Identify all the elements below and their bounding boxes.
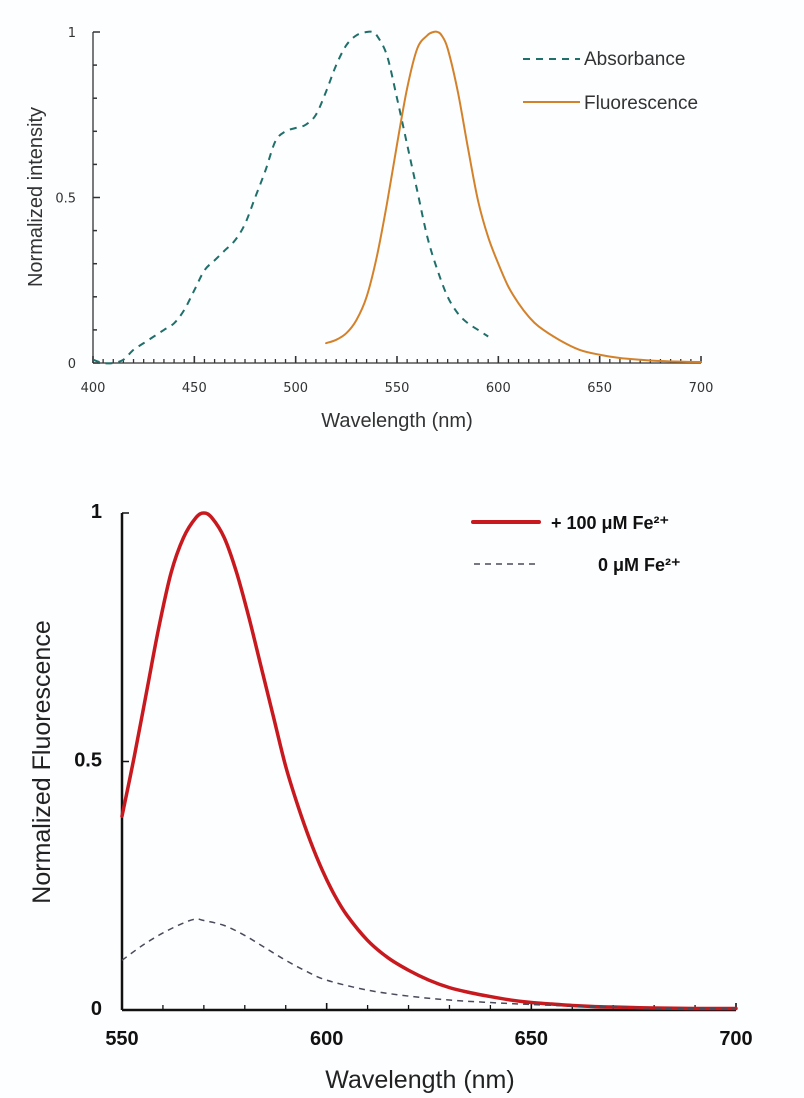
bottom-x-tick-label: 700	[719, 1028, 752, 1050]
iron-fluorescence-chart: 550 600 650 700 00.51 Wavelength (nm) Norma…	[28, 501, 753, 1094]
bottom-x-axis-label: Wavelength (nm)	[325, 1066, 514, 1094]
bottom-x-tick-label: 650	[515, 1028, 548, 1050]
top-axes	[92, 31, 702, 364]
absorbance-fluorescence-chart: 400 450 500 550 600 650 700 00.51 Wavelength (…	[25, 26, 713, 432]
top-legend: Absorbance Fluorescence	[523, 49, 698, 114]
top-series-fluorescence	[325, 30, 702, 364]
top-x-tick-label: 550	[385, 381, 410, 396]
legend-label-absorbance: Absorbance	[584, 49, 685, 70]
bottom-y-tick-labels: 00.51	[74, 501, 102, 1020]
bottom-series-group	[120, 511, 738, 1011]
legend-label-fluorescence: Fluorescence	[584, 93, 698, 114]
bottom-y-tick-label: 0.5	[74, 750, 102, 772]
top-y-tick-label: 0.5	[55, 192, 76, 207]
top-y-tick-label: 0	[68, 357, 76, 372]
top-x-tick-label: 700	[689, 381, 714, 396]
bottom-legend: + 100 μM Fe²⁺ 0 μM Fe²⁺	[471, 513, 681, 575]
bottom-x-tick-labels: 550 600 650 700	[105, 1028, 752, 1050]
top-y-tick-label: 1	[68, 26, 76, 41]
bottom-x-tick-label: 550	[105, 1028, 138, 1050]
top-x-tick-labels: 400 450 500 550 600 650 700	[81, 381, 714, 396]
top-x-tick-label: 400	[81, 381, 106, 396]
top-x-tick-label: 650	[587, 381, 612, 396]
top-series-absorbance	[92, 30, 489, 365]
top-y-axis-label: Normalized intensity	[25, 107, 47, 287]
bottom-series-0-m-fe	[121, 918, 737, 1010]
top-x-axis-label: Wavelength (nm)	[321, 410, 473, 432]
legend-label-with-iron: + 100 μM Fe²⁺	[551, 513, 669, 533]
bottom-y-tick-label: 0	[91, 998, 102, 1020]
bottom-series-100-m-fe	[120, 511, 738, 1011]
legend-label-no-iron: 0 μM Fe²⁺	[598, 555, 681, 575]
bottom-x-tick-label: 600	[310, 1028, 343, 1050]
top-x-tick-label: 450	[182, 381, 207, 396]
top-series-group	[92, 30, 702, 365]
bottom-y-axis-label: Normalized Fluorescence	[28, 620, 56, 903]
top-y-tick-labels: 00.51	[55, 26, 76, 372]
bottom-y-tick-label: 1	[91, 501, 102, 523]
top-x-tick-label: 500	[283, 381, 308, 396]
bottom-axes	[120, 512, 737, 1012]
top-x-tick-label: 600	[486, 381, 511, 396]
